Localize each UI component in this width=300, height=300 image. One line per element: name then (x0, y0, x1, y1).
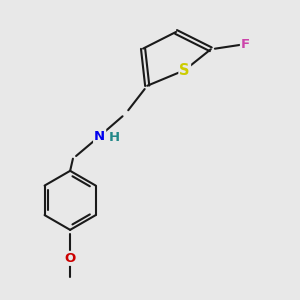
Text: H: H (109, 131, 120, 144)
Text: F: F (241, 38, 250, 51)
Text: O: O (64, 252, 76, 265)
Text: N: N (94, 130, 105, 142)
Text: S: S (179, 63, 190, 78)
